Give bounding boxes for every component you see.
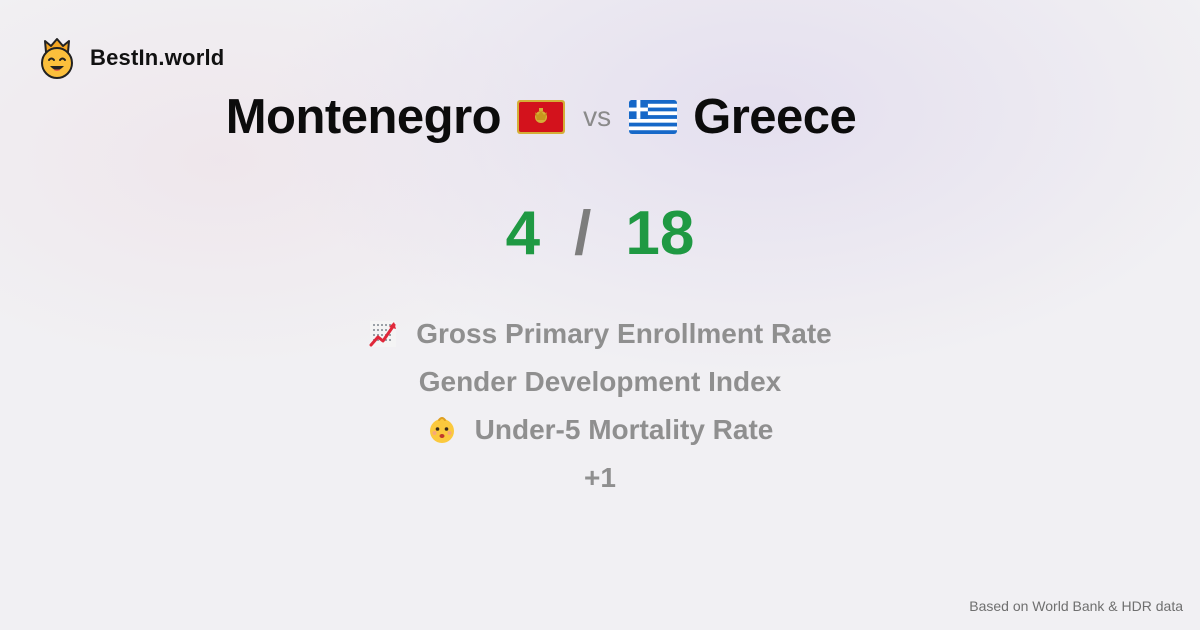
comparison-title: Montenegro vs Greece [0, 88, 1082, 146]
metric-item[interactable]: Under-5 Mortality Rate [0, 406, 1200, 454]
metric-item[interactable]: Gross Primary Enrollment Rate [0, 310, 1200, 358]
score-b: 18 [625, 198, 695, 268]
metric-label: Gross Primary Enrollment Rate [416, 318, 832, 349]
score: 4 / 18 [0, 196, 1200, 270]
metric-item[interactable]: Gender Development Index [0, 358, 1200, 406]
greece-flag-icon [629, 100, 678, 134]
score-separator: / [574, 198, 592, 268]
more-metrics-count[interactable]: +1 [584, 462, 616, 493]
brand-name: BestIn.world [90, 45, 225, 70]
vs-label: vs [583, 101, 612, 132]
montenegro-flag-icon [517, 100, 566, 134]
metrics-list: Gross Primary Enrollment Rate Gender Dev… [0, 310, 1200, 502]
metric-label: Gender Development Index [418, 366, 782, 397]
metric-label: Under-5 Mortality Rate [474, 414, 774, 445]
baby-icon [429, 417, 454, 443]
country-b-name[interactable]: Greece [693, 90, 857, 144]
chart-increasing-icon [369, 321, 397, 347]
country-a-name[interactable]: Montenegro [225, 90, 502, 144]
score-a: 4 [505, 198, 541, 268]
data-source-note: Based on World Bank & HDR data [969, 598, 1183, 614]
brand[interactable]: BestIn.world [38, 36, 224, 80]
smiling-crown-face-icon [41, 38, 73, 79]
